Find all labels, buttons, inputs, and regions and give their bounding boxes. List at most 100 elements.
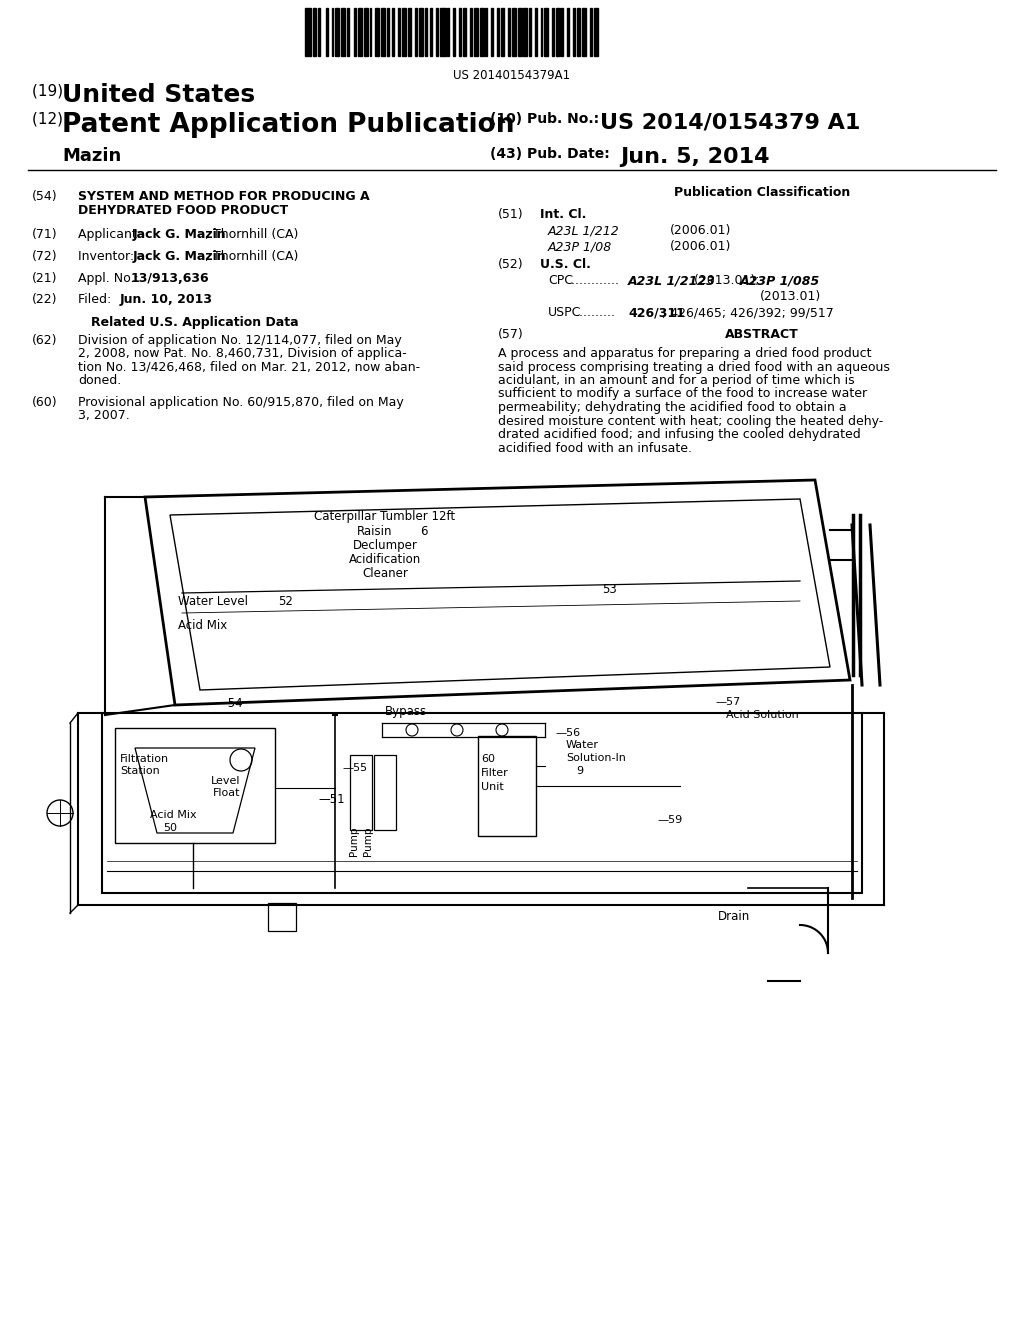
Text: USPC: USPC — [548, 306, 582, 319]
Text: 426/311: 426/311 — [628, 306, 685, 319]
Bar — [501, 8, 505, 55]
Bar — [535, 8, 537, 55]
Text: (2006.01): (2006.01) — [670, 240, 731, 253]
Text: (62): (62) — [32, 334, 57, 347]
Text: (43) Pub. Date:: (43) Pub. Date: — [490, 147, 609, 161]
Text: Float: Float — [213, 788, 241, 799]
Bar — [485, 8, 487, 55]
Bar — [392, 8, 394, 55]
Bar — [332, 8, 334, 55]
Bar — [354, 8, 356, 55]
Text: 9: 9 — [575, 766, 583, 776]
Bar — [594, 8, 598, 55]
Text: Division of application No. 12/114,077, filed on May: Division of application No. 12/114,077, … — [78, 334, 401, 347]
Text: Filed:: Filed: — [78, 293, 139, 306]
Bar — [398, 8, 400, 55]
Bar — [341, 8, 345, 55]
Text: A23L 1/212: A23L 1/212 — [548, 224, 620, 238]
Bar — [408, 8, 412, 55]
Text: Declumper: Declumper — [352, 539, 418, 552]
Text: (57): (57) — [498, 327, 523, 341]
Bar — [518, 8, 521, 55]
Text: permeability; dehydrating the acidified food to obtain a: permeability; dehydrating the acidified … — [498, 401, 847, 414]
Bar — [577, 8, 581, 55]
Text: DEHYDRATED FOOD PRODUCT: DEHYDRATED FOOD PRODUCT — [78, 205, 288, 216]
Text: —59: —59 — [657, 814, 682, 825]
Text: Provisional application No. 60/915,870, filed on May: Provisional application No. 60/915,870, … — [78, 396, 403, 409]
Text: Pump: Pump — [349, 828, 359, 857]
Text: acidulant, in an amount and for a period of time which is: acidulant, in an amount and for a period… — [498, 374, 855, 387]
Text: Patent Application Publication: Patent Application Publication — [62, 112, 514, 139]
Bar — [401, 8, 406, 55]
Text: —56: —56 — [555, 729, 581, 738]
Text: —55: —55 — [342, 763, 368, 774]
Text: (22): (22) — [32, 293, 57, 306]
Text: (52): (52) — [498, 257, 523, 271]
Text: 6: 6 — [420, 525, 427, 539]
Bar — [364, 8, 368, 55]
Text: Appl. No.:: Appl. No.: — [78, 272, 142, 285]
Text: 2, 2008, now Pat. No. 8,460,731, Division of applica-: 2, 2008, now Pat. No. 8,460,731, Divisio… — [78, 347, 407, 360]
Bar — [376, 8, 379, 55]
Bar — [590, 8, 592, 55]
Text: United States: United States — [62, 83, 255, 107]
Text: (12): (12) — [32, 112, 68, 127]
Text: Acidification: Acidification — [349, 553, 421, 566]
Bar — [454, 8, 455, 55]
Bar — [572, 8, 574, 55]
Text: Raisin: Raisin — [357, 525, 393, 539]
Bar — [440, 8, 445, 55]
Text: Unit: Unit — [481, 781, 504, 792]
Text: Mazin: Mazin — [62, 147, 121, 165]
Text: —54: —54 — [216, 697, 243, 710]
Text: Jack G. Mazin: Jack G. Mazin — [133, 228, 226, 242]
Text: ..........: .......... — [575, 306, 616, 319]
Bar — [115, 729, 275, 843]
Text: Water Level: Water Level — [178, 595, 248, 609]
Bar — [436, 8, 438, 55]
Text: drated acidified food; and infusing the cooled dehydrated: drated acidified food; and infusing the … — [498, 428, 861, 441]
Text: 60: 60 — [481, 754, 495, 764]
Text: —57: —57 — [715, 697, 740, 708]
Text: 53: 53 — [602, 583, 616, 597]
Bar — [583, 8, 586, 55]
Text: (54): (54) — [32, 190, 57, 203]
Text: Filtration: Filtration — [120, 754, 169, 764]
Text: Water: Water — [566, 741, 599, 750]
Bar — [102, 713, 862, 894]
Text: SYSTEM AND METHOD FOR PRODUCING A: SYSTEM AND METHOD FOR PRODUCING A — [78, 190, 370, 203]
Bar — [305, 8, 310, 55]
Text: (2006.01): (2006.01) — [670, 224, 731, 238]
Text: (51): (51) — [498, 209, 523, 220]
Bar — [326, 8, 328, 55]
Text: (2013.01): (2013.01) — [760, 290, 821, 304]
Bar — [523, 8, 527, 55]
Text: A23P 1/085: A23P 1/085 — [740, 275, 820, 286]
Bar — [508, 8, 510, 55]
Text: (2013.01);: (2013.01); — [690, 275, 764, 286]
Bar — [480, 8, 483, 55]
Text: Int. Cl.: Int. Cl. — [540, 209, 587, 220]
Text: Caterpillar Tumbler 12ft: Caterpillar Tumbler 12ft — [314, 510, 456, 523]
Bar — [347, 8, 349, 55]
Bar — [381, 8, 385, 55]
Bar — [492, 8, 494, 55]
Bar — [370, 8, 372, 55]
Bar — [387, 8, 388, 55]
Text: (19): (19) — [32, 83, 68, 98]
Bar — [350, 755, 372, 830]
Text: 52: 52 — [278, 595, 293, 609]
Text: , Thornhill (CA): , Thornhill (CA) — [205, 228, 298, 242]
Bar — [336, 8, 339, 55]
Text: said process comprising treating a dried food with an aqueous: said process comprising treating a dried… — [498, 360, 890, 374]
Text: Bypass: Bypass — [385, 705, 427, 718]
Bar — [545, 8, 548, 55]
Text: Related U.S. Application Data: Related U.S. Application Data — [91, 315, 299, 329]
Bar — [419, 8, 423, 55]
Text: tion No. 13/426,468, filed on Mar. 21, 2012, now aban-: tion No. 13/426,468, filed on Mar. 21, 2… — [78, 360, 420, 374]
Text: Pump: Pump — [362, 828, 373, 857]
Bar — [512, 8, 516, 55]
Text: (60): (60) — [32, 396, 57, 409]
Text: .............: ............. — [568, 275, 620, 286]
Text: ABSTRACT: ABSTRACT — [725, 327, 799, 341]
